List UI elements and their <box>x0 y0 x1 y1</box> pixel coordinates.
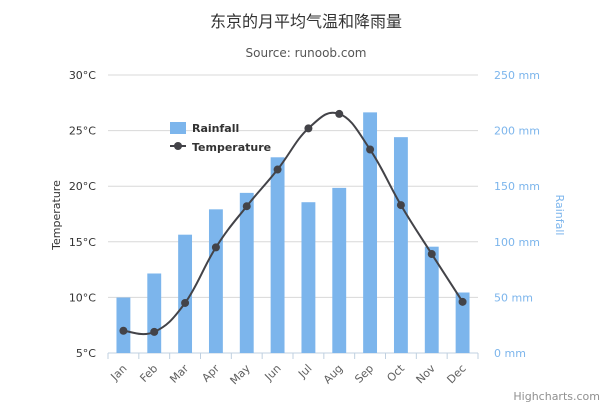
temperature-point[interactable] <box>427 250 436 259</box>
chart-title: 东京的月平均气温和降雨量 <box>210 12 402 31</box>
temperature-point[interactable] <box>119 326 128 335</box>
rainfall-bar[interactable] <box>270 157 285 353</box>
x-tick-label: Jun <box>262 362 284 384</box>
right-tick-label: 250 mm <box>494 69 540 82</box>
x-tick-label: Oct <box>384 361 407 384</box>
legend-rainfall-swatch[interactable] <box>170 122 186 134</box>
temperature-line-series <box>119 109 467 336</box>
x-tick-label: Jul <box>295 362 314 381</box>
left-tick-label: 20°C <box>69 180 96 193</box>
legend: Rainfall Temperature <box>170 122 271 154</box>
x-tick-label: Dec <box>444 362 468 386</box>
right-axis-title: Rainfall <box>553 195 566 236</box>
right-axis-ticks: 0 mm 50 mm 100 mm 150 mm 200 mm 250 mm <box>494 69 540 360</box>
x-axis-ticks: Jan Feb Mar Apr May Jun Jul Aug Sep Oct Nov Dec <box>108 361 469 387</box>
left-tick-label: 5°C <box>76 347 96 360</box>
x-tick-label: Jan <box>108 362 130 384</box>
right-tick-label: 150 mm <box>494 180 540 193</box>
right-tick-label: 0 mm <box>494 347 526 360</box>
temperature-point[interactable] <box>150 327 159 336</box>
temperature-point[interactable] <box>396 201 405 210</box>
rainfall-bar[interactable] <box>393 137 408 353</box>
left-axis-ticks: 5°C 10°C 15°C 20°C 25°C 30°C <box>69 69 96 360</box>
rainfall-bar[interactable] <box>455 292 470 353</box>
x-tick-label: Mar <box>167 362 191 386</box>
right-tick-label: 100 mm <box>494 236 540 249</box>
left-tick-label: 25°C <box>69 125 96 138</box>
rainfall-bar[interactable] <box>178 234 193 353</box>
legend-rainfall-label[interactable]: Rainfall <box>192 122 239 135</box>
left-tick-label: 10°C <box>69 291 96 304</box>
rainfall-bar[interactable] <box>301 202 316 353</box>
rainfall-bar[interactable] <box>116 297 131 353</box>
x-tick-label: Sep <box>352 362 376 386</box>
rainfall-bar[interactable] <box>239 192 254 353</box>
temperature-point[interactable] <box>273 165 282 174</box>
right-tick-label: 200 mm <box>494 125 540 138</box>
left-axis-title: Temperature <box>50 180 63 251</box>
x-tick-label: Feb <box>137 362 160 385</box>
x-tick-label: Nov <box>413 362 438 387</box>
temperature-point[interactable] <box>335 109 344 118</box>
x-tick-label: Apr <box>199 362 222 385</box>
rainfall-bar[interactable] <box>208 209 223 353</box>
rainfall-bar[interactable] <box>424 246 439 353</box>
left-tick-label: 30°C <box>69 69 96 82</box>
chart-subtitle: Source: runoob.com <box>246 46 367 60</box>
rainfall-bar[interactable] <box>147 273 162 353</box>
grid-lines <box>107 74 479 359</box>
right-tick-label: 50 mm <box>494 291 533 304</box>
temperature-point[interactable] <box>211 243 220 252</box>
temperature-point[interactable] <box>181 298 190 307</box>
temperature-point[interactable] <box>458 297 467 306</box>
rainfall-bar[interactable] <box>363 112 378 354</box>
rainfall-bar[interactable] <box>332 187 347 353</box>
x-tick-label: May <box>228 362 254 388</box>
credits-link[interactable]: Highcharts.com <box>513 390 600 403</box>
left-tick-label: 15°C <box>69 236 96 249</box>
legend-temperature-label[interactable]: Temperature <box>192 141 271 154</box>
temperature-point[interactable] <box>304 124 313 133</box>
temperature-point[interactable] <box>242 202 251 211</box>
temperature-point[interactable] <box>366 145 375 154</box>
x-tick-label: Aug <box>321 362 345 386</box>
legend-temperature-marker[interactable] <box>174 142 182 150</box>
